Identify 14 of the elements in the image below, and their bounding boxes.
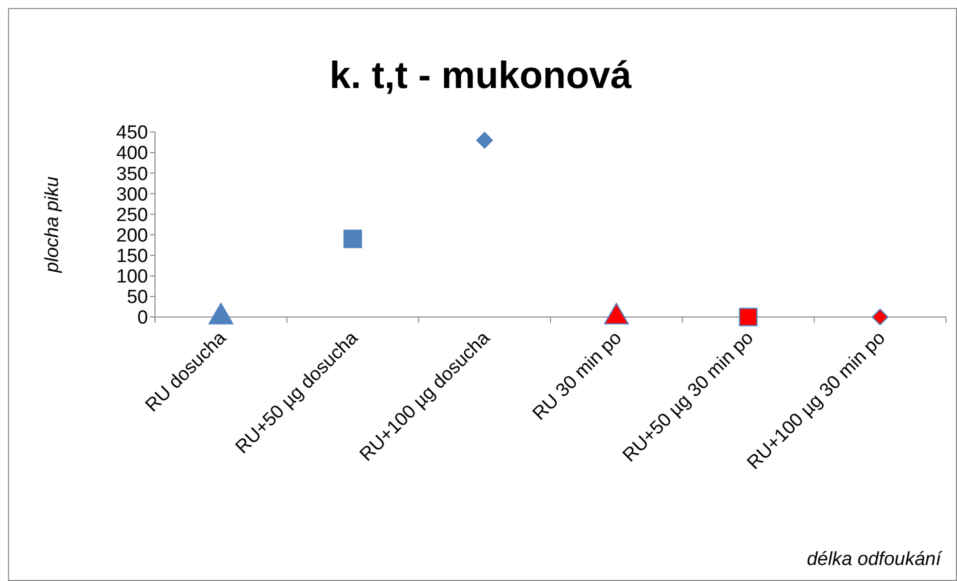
- y-tick-label: 0: [137, 308, 148, 329]
- y-axis-title: plocha piku: [42, 176, 63, 274]
- y-tick-label: 250: [116, 204, 148, 226]
- chart-title: k. t,t - mukonová: [330, 55, 632, 97]
- y-tick-label: 150: [116, 246, 148, 267]
- y-tick-label: 50: [126, 287, 148, 308]
- y-tick-label: 450: [116, 122, 148, 144]
- y-tick-label: 200: [116, 225, 148, 246]
- y-tick-label: 350: [116, 164, 148, 185]
- x-axis-title: délka odfoukání: [806, 549, 943, 570]
- y-tick-label: 100: [116, 266, 148, 288]
- x-tick-label: RU 30 min po: [528, 328, 626, 425]
- y-tick-label: 300: [116, 184, 148, 206]
- y-tick-label: 400: [116, 143, 148, 164]
